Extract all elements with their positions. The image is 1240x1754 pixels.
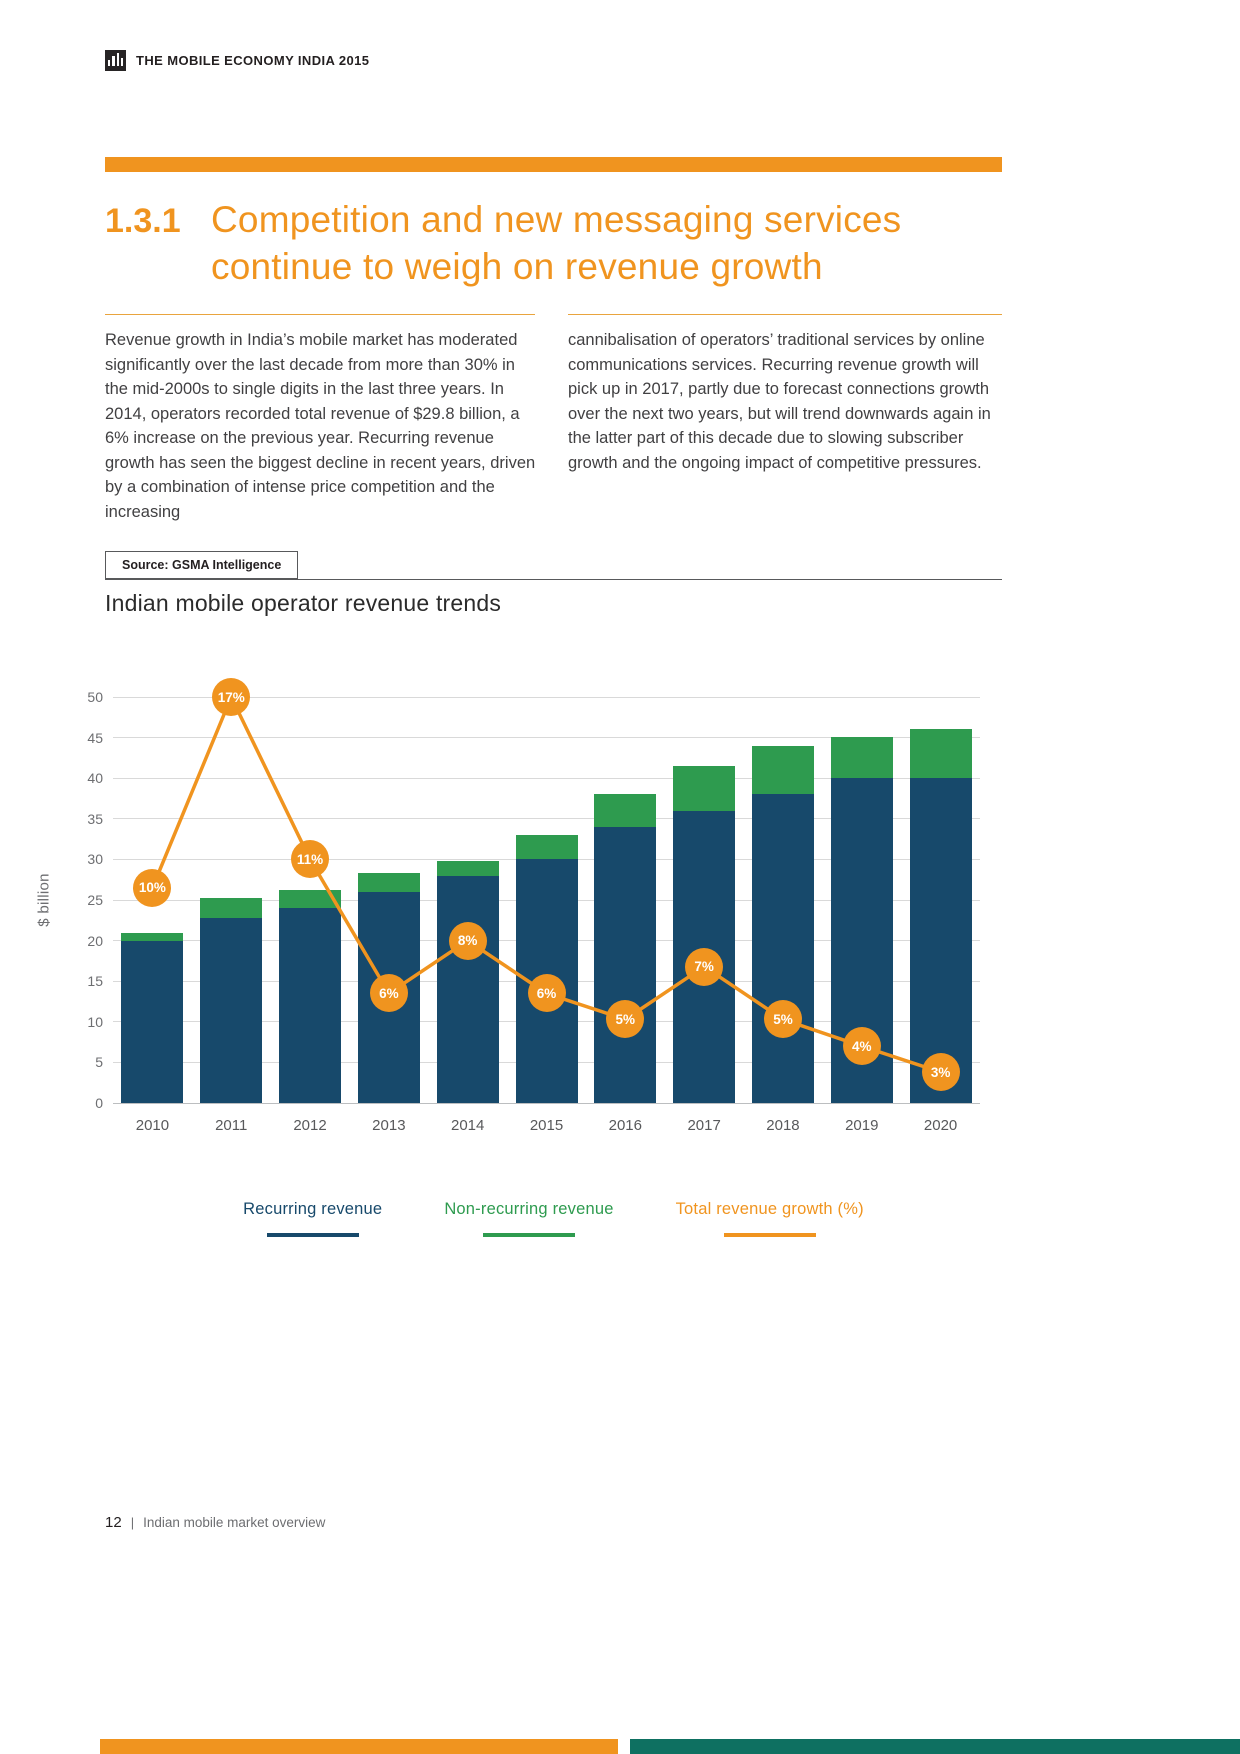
legend-label: Total revenue growth (%) xyxy=(675,1200,864,1218)
gridline xyxy=(113,818,980,820)
x-tick-label: 2015 xyxy=(529,1117,564,1134)
page-footer: 12 | Indian mobile market overview xyxy=(105,1514,325,1531)
section-heading: 1.3.1 Competition and new messaging serv… xyxy=(105,196,1005,291)
column-rule-left xyxy=(105,314,535,315)
growth-marker: 7% xyxy=(685,947,724,986)
revenue-trends-chart: $ billion 0 5 10 15 20 25 30 35 40 45 50 2010 2011 20… xyxy=(35,660,1010,1150)
bar-recurring xyxy=(436,875,499,1103)
y-tick-label: 15 xyxy=(87,973,103,990)
bar-non-recurring xyxy=(436,861,499,876)
legend-item: Non-recurring revenue xyxy=(444,1200,613,1237)
growth-marker: 6% xyxy=(369,974,408,1013)
bar-recurring xyxy=(279,908,342,1103)
body-text-right: cannibalisation of operators’ traditiona… xyxy=(568,331,991,472)
legend-label: Recurring revenue xyxy=(243,1200,383,1218)
y-tick-label: 10 xyxy=(87,1013,103,1030)
y-tick-label: 50 xyxy=(87,689,103,705)
growth-marker: 5% xyxy=(763,1000,802,1039)
gridline xyxy=(113,737,980,739)
bar-non-recurring xyxy=(200,898,263,918)
page-number: 12 xyxy=(105,1514,122,1531)
growth-marker: 3% xyxy=(921,1053,960,1092)
bottom-bar-orange xyxy=(100,1739,618,1754)
report-title: THE MOBILE ECONOMY INDIA 2015 xyxy=(136,53,370,68)
y-axis-label: $ billion xyxy=(35,873,53,927)
source-label: Source: GSMA Intelligence xyxy=(105,551,299,579)
growth-marker: 5% xyxy=(606,1000,645,1039)
bar-non-recurring xyxy=(357,873,420,892)
legend-swatch xyxy=(482,1233,575,1237)
y-tick-label: 20 xyxy=(87,932,103,949)
x-tick-label: 2010 xyxy=(135,1117,170,1134)
gridline xyxy=(113,777,980,779)
y-tick-label: 40 xyxy=(87,770,103,787)
x-tick-label: 2012 xyxy=(293,1117,327,1134)
bar-recurring xyxy=(200,917,263,1103)
bar-recurring xyxy=(751,794,814,1103)
bar-non-recurring xyxy=(279,890,342,909)
bar-non-recurring xyxy=(594,794,657,827)
section-title: Competition and new messaging services c… xyxy=(211,199,902,288)
legend-swatch xyxy=(266,1233,359,1237)
legend-item: Total revenue growth (%) xyxy=(676,1200,864,1237)
x-tick-label: 2011 xyxy=(215,1117,248,1134)
x-tick-label: 2019 xyxy=(845,1117,879,1134)
growth-marker: 10% xyxy=(133,868,172,907)
gsma-logo-icon xyxy=(105,50,126,71)
y-tick-label: 5 xyxy=(95,1054,103,1071)
legend-item: Recurring revenue xyxy=(243,1200,382,1237)
legend-swatch xyxy=(723,1233,816,1237)
y-tick-label: 25 xyxy=(87,892,103,908)
bottom-bar-teal xyxy=(630,1739,1240,1754)
growth-marker: 8% xyxy=(448,921,487,960)
growth-marker: 4% xyxy=(842,1027,881,1066)
footer-section-label: Indian mobile market overview xyxy=(143,1515,326,1530)
x-tick-label: 2016 xyxy=(608,1117,642,1134)
legend-label: Non-recurring revenue xyxy=(444,1200,614,1218)
y-tick-label: 35 xyxy=(87,810,103,827)
y-tick-label: 45 xyxy=(87,729,103,746)
y-tick-label: 0 xyxy=(95,1095,103,1111)
chart-legend: Recurring revenue Non-recurring revenue To… xyxy=(105,1200,1002,1237)
x-tick-label: 2014 xyxy=(450,1117,485,1134)
gridline xyxy=(113,696,980,698)
growth-marker: 17% xyxy=(212,678,251,716)
column-rule-right xyxy=(568,314,1002,315)
growth-marker: 6% xyxy=(527,974,566,1013)
x-tick-label: 2020 xyxy=(923,1117,958,1134)
body-text: Revenue growth in India’s mobile market … xyxy=(105,328,1005,524)
page-header: THE MOBILE ECONOMY INDIA 2015 xyxy=(105,50,369,71)
gridline xyxy=(113,1102,980,1104)
x-tick-label: 2013 xyxy=(372,1117,406,1134)
bar-recurring xyxy=(121,940,184,1103)
bar-non-recurring xyxy=(121,932,184,941)
x-tick-label: 2018 xyxy=(766,1117,800,1134)
bar-non-recurring xyxy=(673,766,736,811)
bar-non-recurring xyxy=(751,745,814,795)
bar-recurring xyxy=(594,826,657,1103)
growth-marker: 11% xyxy=(291,840,330,879)
chart-title: Indian mobile operator revenue trends xyxy=(105,590,502,616)
source-row: Source: GSMA Intelligence xyxy=(105,551,1002,580)
bar-recurring xyxy=(909,778,972,1103)
footer-separator: | xyxy=(130,1515,135,1530)
bar-non-recurring xyxy=(830,736,893,779)
y-tick-label: 30 xyxy=(87,851,103,868)
x-tick-label: 2017 xyxy=(687,1117,721,1134)
section-number: 1.3.1 xyxy=(105,202,181,240)
section-accent-bar xyxy=(105,157,1002,172)
body-text-left: Revenue growth in India’s mobile market … xyxy=(105,331,536,521)
bar-non-recurring xyxy=(515,835,578,860)
bar-non-recurring xyxy=(909,729,972,779)
chart-plot: $ billion 0 5 10 15 20 25 30 35 40 45 50 2010 2011 20… xyxy=(35,678,980,1134)
